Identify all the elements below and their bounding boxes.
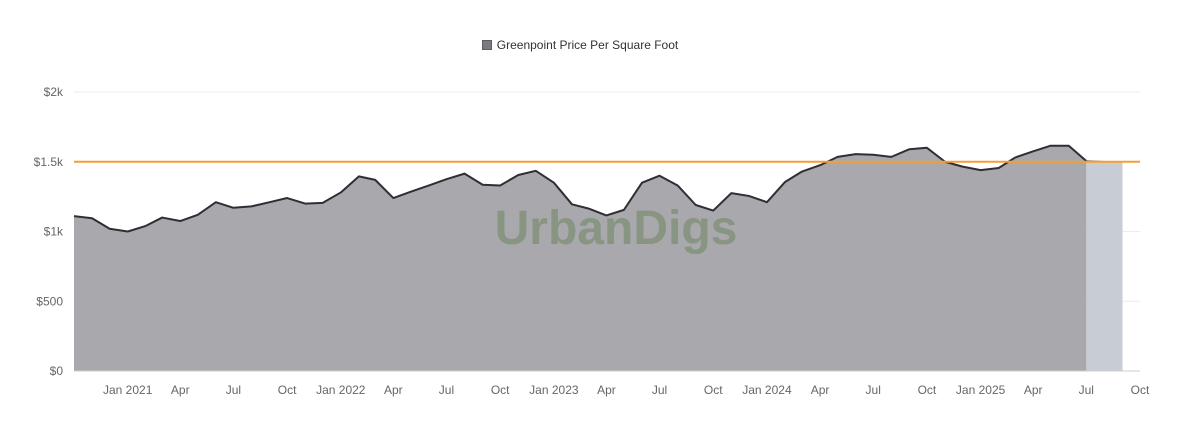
- legend-label: Greenpoint Price Per Square Foot: [496, 38, 679, 52]
- series-area: [74, 145, 1087, 371]
- watermark-logo: UrbanDigs: [495, 202, 738, 255]
- y-tick-label: $500: [36, 294, 63, 308]
- x-tick-label: Oct: [491, 383, 510, 397]
- x-tick-label: Apr: [811, 383, 830, 397]
- legend[interactable]: Greenpoint Price Per Square Foot: [0, 38, 1160, 52]
- x-tick-label: Jul: [226, 383, 241, 397]
- x-tick-label: Jan 2023: [529, 383, 579, 397]
- series-line: [73, 144, 1087, 233]
- legend-swatch: [481, 40, 492, 50]
- x-tick-label: Jul: [439, 383, 454, 397]
- x-tick-label: Apr: [384, 383, 403, 397]
- x-tick-label: Apr: [1024, 383, 1043, 397]
- x-tick-label: Jan 2021: [103, 383, 153, 397]
- x-tick-label: Jul: [1079, 383, 1094, 397]
- x-tick-label: Oct: [704, 383, 723, 397]
- x-axis: Jan 2021 Apr Jul Oct Jan 2022 Apr Jul Oct Jan 20…: [74, 370, 1150, 397]
- y-tick-label: $1k: [44, 225, 64, 239]
- x-tick-label: Oct: [278, 383, 297, 397]
- x-tick-label: Oct: [1131, 383, 1150, 397]
- x-tick-label: Jan 2022: [316, 383, 366, 397]
- y-tick-label: $0: [50, 364, 64, 378]
- x-tick-label: Apr: [597, 383, 616, 397]
- x-tick-label: Oct: [918, 383, 937, 397]
- projection-area: [1086, 161, 1123, 371]
- x-tick-label: Jan 2025: [956, 383, 1006, 397]
- y-tick-label: $2k: [44, 85, 64, 99]
- x-tick-label: Jan 2024: [742, 383, 792, 397]
- y-axis: $0 $500 $1k $1.5k $2k: [34, 85, 64, 378]
- area-layer: [74, 145, 1123, 371]
- y-tick-label: $1.5k: [34, 155, 64, 169]
- x-tick-label: Jul: [866, 383, 881, 397]
- x-tick-label: Apr: [171, 383, 190, 397]
- x-tick-label: Jul: [652, 383, 667, 397]
